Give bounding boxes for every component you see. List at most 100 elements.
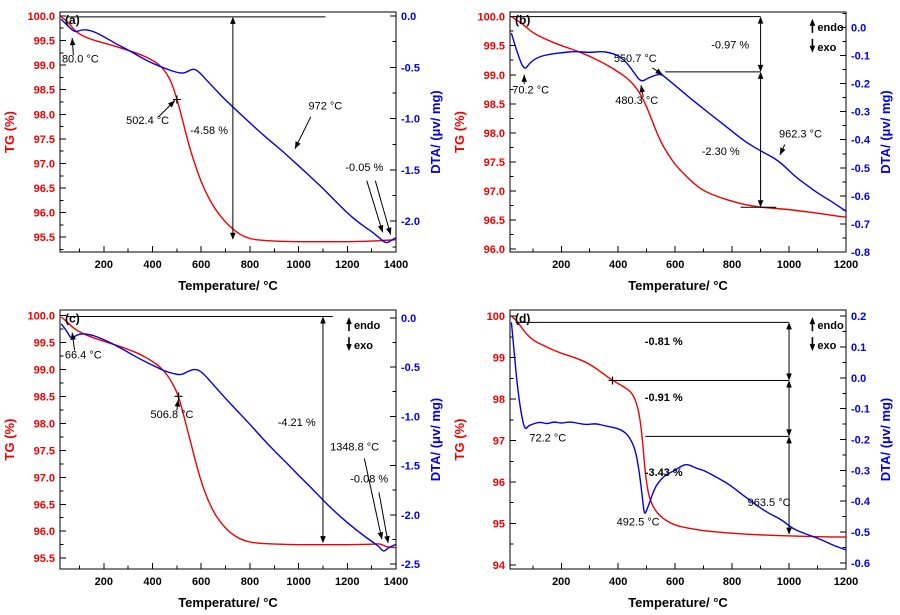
svg-text:100: 100 xyxy=(487,311,505,323)
panel-label: (d) xyxy=(515,311,530,325)
svg-text:96.0: 96.0 xyxy=(34,208,55,220)
svg-text:-2.0: -2.0 xyxy=(401,216,420,228)
leader-line xyxy=(366,180,384,233)
annotations: (b) endo exo -0.97 % -2.30 % 70.2 °C 550.7 °C 4… xyxy=(512,13,844,208)
svg-text:96.0: 96.0 xyxy=(484,244,505,256)
left-axis-title: TG (%) xyxy=(452,419,467,461)
right-axis-title: DTA/ (μv/ mg) xyxy=(878,90,893,174)
svg-text:-0.1: -0.1 xyxy=(851,404,870,416)
svg-text:100.0: 100.0 xyxy=(27,310,55,322)
svg-text:98.5: 98.5 xyxy=(34,85,55,97)
svg-text:95.5: 95.5 xyxy=(34,553,55,565)
annotation-text: 972 °C xyxy=(309,100,343,112)
svg-text:100.0: 100.0 xyxy=(477,12,505,24)
svg-text:600: 600 xyxy=(666,259,684,271)
svg-text:600: 600 xyxy=(666,576,684,588)
axes: 200 400 600 800 1000 1200 1400 95.5 96.0 96.5 97.0… xyxy=(2,309,443,610)
chart-canvas: 200 400 600 800 1000 1200 94 95 96 97 98 99 100 0.2 0.… xyxy=(452,309,893,610)
svg-text:1200: 1200 xyxy=(335,259,359,271)
svg-text:-0.5: -0.5 xyxy=(401,362,420,374)
svg-text:0.0: 0.0 xyxy=(851,373,866,385)
panel-c: 200 400 600 800 1000 1200 1400 95.5 96.0 96.5 97.0… xyxy=(0,298,450,615)
svg-text:99.0: 99.0 xyxy=(484,70,505,82)
panel-a: 200 400 600 800 1000 1200 1400 95.5 96.0 96.5 97.0… xyxy=(0,0,450,298)
axes: 200 400 600 800 1000 1200 96.0 96.5 97.0 97.5 98.0… xyxy=(452,11,893,293)
svg-text:200: 200 xyxy=(95,576,113,588)
endo-label: endo xyxy=(817,320,844,332)
svg-text:98.0: 98.0 xyxy=(34,109,55,121)
svg-text:95.5: 95.5 xyxy=(34,232,55,244)
svg-text:0.2: 0.2 xyxy=(851,311,866,323)
svg-text:98.5: 98.5 xyxy=(484,99,505,111)
annotation-text: 80.0 °C xyxy=(62,54,99,66)
annotation-text: 962.3 °C xyxy=(779,129,822,141)
dta-curve xyxy=(60,18,397,244)
svg-text:-0.2: -0.2 xyxy=(851,79,870,91)
svg-text:97.0: 97.0 xyxy=(34,472,55,484)
dta-curve xyxy=(510,322,847,551)
annotation-text: -2.30 % xyxy=(702,146,740,158)
svg-text:-2.0: -2.0 xyxy=(401,510,420,522)
svg-text:-0.4: -0.4 xyxy=(851,135,871,147)
tg-curve xyxy=(60,16,397,243)
annotations: (c) endo exo -4.21 % 66.4 °C 506.8 °C 1348.8 °… xyxy=(65,311,390,544)
svg-text:1000: 1000 xyxy=(777,576,801,588)
svg-text:99.0: 99.0 xyxy=(34,364,55,376)
svg-text:-0.5: -0.5 xyxy=(851,163,870,175)
x-axis-title: Temperature/ °C xyxy=(178,595,278,610)
svg-text:-0.4: -0.4 xyxy=(851,496,871,508)
leader-line xyxy=(374,180,392,235)
exo-label: exo xyxy=(354,340,373,352)
svg-text:-0.6: -0.6 xyxy=(851,558,870,570)
svg-text:0.1: 0.1 xyxy=(851,342,866,354)
annotations: (a) -4.58 % 80.0 °C 502.4 °C 972 °C -0.05 % xyxy=(62,13,392,240)
svg-text:1000: 1000 xyxy=(286,259,310,271)
x-axis-title: Temperature/ °C xyxy=(178,278,278,293)
left-axis-title: TG (%) xyxy=(452,111,467,153)
left-axis-title: TG (%) xyxy=(2,111,17,153)
panel-d: 200 400 600 800 1000 1200 94 95 96 97 98 99 100 0.2 0.… xyxy=(450,298,900,615)
right-axis-title: DTA/ (μv/ mg) xyxy=(428,398,443,482)
svg-text:96.0: 96.0 xyxy=(34,526,55,538)
svg-text:-0.7: -0.7 xyxy=(851,219,870,231)
svg-text:-0.8: -0.8 xyxy=(851,247,870,259)
tg-curve xyxy=(60,316,396,549)
endo-label: endo xyxy=(354,320,381,332)
svg-text:1000: 1000 xyxy=(286,576,310,588)
chart-canvas: 200 400 600 800 1000 1200 1400 95.5 96.0 96.5 97.0… xyxy=(2,309,443,610)
svg-text:800: 800 xyxy=(723,576,741,588)
panel-label: (a) xyxy=(65,13,80,27)
svg-text:95: 95 xyxy=(493,518,505,530)
plus-marker xyxy=(608,376,617,385)
svg-text:98.0: 98.0 xyxy=(34,418,55,430)
svg-text:-1.0: -1.0 xyxy=(401,114,420,126)
svg-text:400: 400 xyxy=(609,576,627,588)
svg-text:200: 200 xyxy=(95,259,113,271)
svg-text:97.0: 97.0 xyxy=(484,186,505,198)
svg-text:400: 400 xyxy=(143,259,161,271)
axes: 200 400 600 800 1000 1200 1400 95.5 96.0 96.5 97.0… xyxy=(2,11,443,293)
series xyxy=(510,16,847,218)
svg-text:-0.5: -0.5 xyxy=(401,62,420,74)
chart-canvas: 200 400 600 800 1000 1200 96.0 96.5 97.0 97.5 98.0… xyxy=(452,11,893,293)
plus-marker xyxy=(174,392,183,401)
svg-text:200: 200 xyxy=(552,259,570,271)
tg-curve xyxy=(510,315,847,538)
svg-text:1200: 1200 xyxy=(834,576,858,588)
svg-text:800: 800 xyxy=(723,259,741,271)
exo-label: exo xyxy=(817,42,836,54)
svg-text:800: 800 xyxy=(241,576,259,588)
svg-text:99: 99 xyxy=(493,353,505,365)
svg-text:-0.1: -0.1 xyxy=(851,51,870,63)
annotation-text: -3.43 % xyxy=(645,467,683,479)
annotation-text: 72.2 °C xyxy=(529,432,566,444)
svg-text:-0.3: -0.3 xyxy=(851,107,870,119)
svg-text:99.5: 99.5 xyxy=(484,41,505,53)
annotation-text: 492.5 °C xyxy=(617,516,660,528)
series xyxy=(60,316,397,552)
svg-text:97: 97 xyxy=(493,436,505,448)
plus-marker xyxy=(172,95,181,104)
svg-text:600: 600 xyxy=(192,259,210,271)
annotation-text: -0.91 % xyxy=(645,392,683,404)
